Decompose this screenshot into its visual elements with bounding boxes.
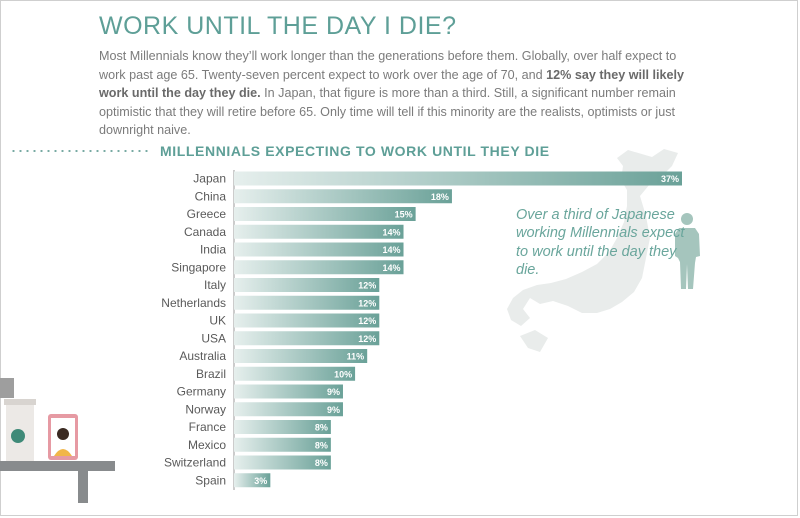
- bar: [234, 242, 404, 257]
- value-label: 12%: [358, 298, 376, 308]
- bar: [234, 437, 331, 452]
- value-label: 15%: [395, 210, 413, 220]
- dotted-divider: [10, 150, 150, 152]
- bar: [234, 366, 356, 381]
- category-label: UK: [209, 314, 226, 328]
- category-label: Switzerland: [164, 456, 226, 470]
- chart-title: MILLENNIALS EXPECTING TO WORK UNTIL THEY…: [160, 143, 550, 159]
- page-title: WORK UNTIL THE DAY I DIE?: [99, 12, 457, 40]
- category-label: Spain: [195, 473, 226, 487]
- category-label: Italy: [204, 278, 226, 292]
- bar: [234, 224, 404, 239]
- bar: [234, 189, 452, 204]
- value-label: 9%: [327, 405, 340, 415]
- value-label: 11%: [347, 352, 365, 362]
- bar: [234, 402, 343, 417]
- intro-text-start: Most Millennials know they’ll work longe…: [99, 49, 677, 82]
- value-label: 12%: [358, 281, 376, 291]
- category-label: Germany: [177, 385, 226, 399]
- bar: [234, 473, 271, 488]
- value-label: 12%: [358, 334, 376, 344]
- bar: [234, 295, 380, 310]
- category-label: France: [189, 420, 227, 434]
- desk-icon: [0, 461, 115, 471]
- value-label: 9%: [327, 387, 340, 397]
- bar: [234, 349, 368, 363]
- value-label: 8%: [315, 458, 328, 468]
- category-label: Greece: [187, 207, 227, 221]
- bar: [234, 171, 682, 186]
- coffee-cup-icon: [0, 378, 36, 461]
- category-label: China: [195, 189, 227, 203]
- bar: [234, 278, 380, 292]
- value-label: 8%: [315, 423, 328, 433]
- bar: [234, 207, 416, 221]
- value-label: 37%: [661, 174, 679, 184]
- value-label: 18%: [431, 192, 449, 202]
- category-label: Netherlands: [161, 296, 226, 310]
- value-label: 10%: [334, 369, 352, 379]
- value-label: 3%: [254, 476, 267, 486]
- bar: [234, 313, 380, 328]
- value-label: 14%: [382, 227, 400, 237]
- category-label: Canada: [184, 225, 226, 239]
- bar: [234, 384, 343, 399]
- value-label: 12%: [358, 316, 376, 326]
- intro-text-highlight: 12% say they will likely work until the …: [99, 67, 685, 101]
- value-label: 14%: [382, 263, 400, 273]
- chart-annotation: Over a third of Japanese working Millenn…: [516, 207, 685, 278]
- category-label: Japan: [193, 172, 226, 186]
- category-label: Norway: [185, 402, 226, 416]
- value-label: 14%: [382, 245, 400, 255]
- person-silhouette-icon: [675, 213, 700, 289]
- bar: [234, 260, 404, 275]
- intro-paragraph: Most Millennials know they’ll work longe…: [99, 47, 699, 140]
- intro-text-end: In Japan, that figure is more than a thi…: [99, 86, 676, 138]
- bar: [234, 331, 380, 346]
- category-label: Mexico: [188, 438, 226, 452]
- smartphone-icon: [48, 414, 78, 460]
- category-label: USA: [201, 331, 226, 345]
- bar: [234, 420, 331, 434]
- japan-map-icon: [507, 149, 678, 352]
- category-label: Singapore: [171, 260, 226, 274]
- category-label: India: [200, 243, 226, 257]
- bar: [234, 455, 331, 470]
- desk-illustration: [0, 378, 115, 503]
- value-label: 8%: [315, 440, 328, 450]
- category-label: Australia: [179, 349, 226, 363]
- category-label: Brazil: [196, 367, 226, 381]
